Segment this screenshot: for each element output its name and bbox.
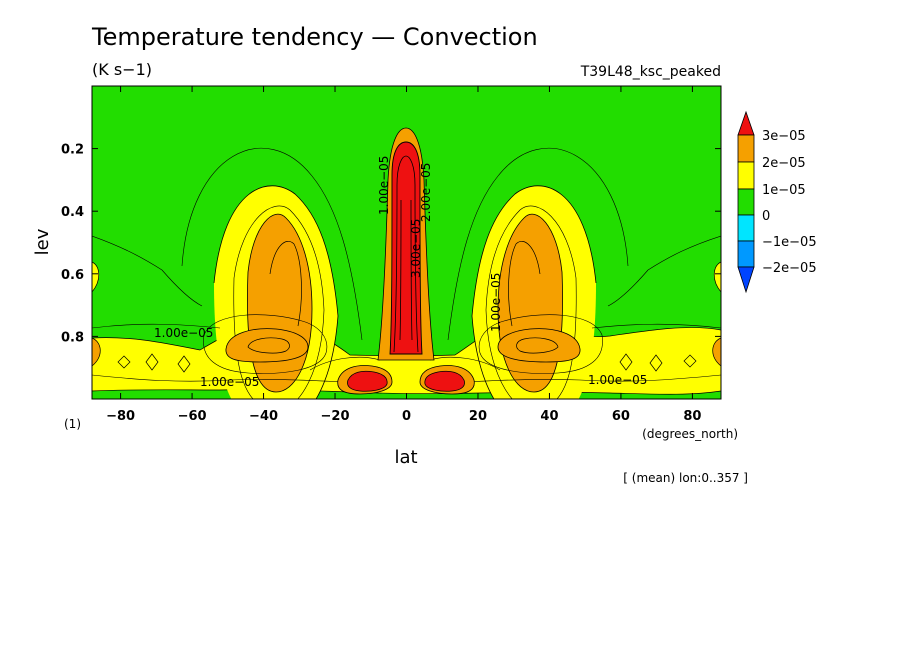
x-tick-label: 60 xyxy=(612,409,630,424)
colorbar-label: 2e−05 xyxy=(762,156,806,171)
y-tick-label: 0.4 xyxy=(61,205,84,220)
x-tick-label: −40 xyxy=(249,409,278,424)
colorbar-label: 1e−05 xyxy=(762,183,806,198)
colorbar-label: 3e−05 xyxy=(762,129,806,144)
contour-label: 1.00e−05 xyxy=(489,273,503,332)
contour-label: 1.00e−05 xyxy=(200,375,259,389)
chart-title: Temperature tendency — Convection xyxy=(91,23,538,51)
x-tick-label: 40 xyxy=(540,409,558,424)
units-label: (K s−1) xyxy=(92,60,152,79)
y-tick-label: 0.6 xyxy=(61,268,84,283)
equatorial-column-inner-contours xyxy=(393,155,419,353)
y-tick-label: 0.8 xyxy=(61,330,84,345)
x-axis: −80 −60 −40 −20 0 20 40 60 80 xyxy=(106,86,701,424)
near-surface-wiggles xyxy=(117,353,697,373)
y-axis: 0.2 0.4 0.6 0.8 xyxy=(61,143,721,345)
colorbar-label: 0 xyxy=(762,209,770,224)
colorbar-top-arrow xyxy=(737,110,755,136)
x-tick-label: 0 xyxy=(402,409,411,424)
plot-area: 1.00e−05 1.00e−05 1.00e−05 1.00e−05 1.00… xyxy=(92,86,721,399)
x-tick-label: −60 xyxy=(178,409,207,424)
contour-label: 3.00e−05 xyxy=(409,219,423,278)
y-tick-label: 0.2 xyxy=(61,143,84,158)
x-tick-label: 80 xyxy=(683,409,701,424)
x-tick-label: −80 xyxy=(106,409,135,424)
y-axis-title: lev xyxy=(32,228,53,255)
colorbar-band-neg1e-5-0 xyxy=(737,214,755,242)
x-axis-title: lat xyxy=(394,447,417,468)
equatorial-column-red xyxy=(389,141,423,355)
x-axis-units: (degrees_north) xyxy=(642,427,738,441)
contour-label: 1.00e−05 xyxy=(377,156,391,215)
colorbar-band-2e-5-3e-5 xyxy=(737,134,755,163)
colorbar-band-neg2e-5-neg1e-5 xyxy=(737,240,755,268)
colorbar-label: −2e−05 xyxy=(762,261,817,276)
colorbar-label: −1e−05 xyxy=(762,235,817,250)
southern-near-surface-maximum xyxy=(337,365,393,395)
x-tick-label: 20 xyxy=(469,409,487,424)
contour-label: 1.00e−05 xyxy=(588,373,647,387)
colorbar: 3e−05 2e−05 1e−05 0 −1e−05 −2e−05 xyxy=(737,110,817,294)
y-axis-units: (1) xyxy=(64,417,81,431)
run-label: T39L48_ksc_peaked xyxy=(580,64,721,80)
contour-label: 1.00e−05 xyxy=(154,326,213,340)
contour-label: 2.00e−05 xyxy=(419,163,433,222)
x-tick-label: −20 xyxy=(321,409,350,424)
colorbar-band-0-1e-5 xyxy=(737,188,755,216)
colorbar-bottom-arrow xyxy=(737,266,755,294)
colorbar-band-1e-5-2e-5 xyxy=(737,161,755,190)
northern-near-surface-maximum xyxy=(419,365,475,395)
averaging-note: [ (mean) lon:0..357 ] xyxy=(623,471,748,485)
